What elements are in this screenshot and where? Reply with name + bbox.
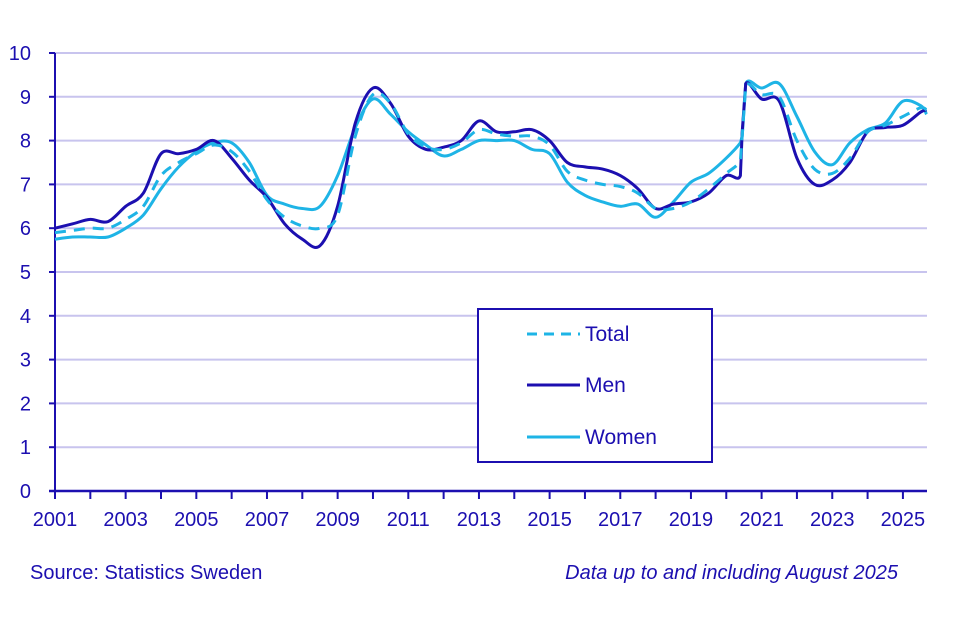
y-tick-label: 5 [20,262,31,284]
x-tick-label: 2007 [245,509,290,531]
y-tick-label: 4 [20,306,31,328]
gridlines [55,52,927,449]
x-tick-label: 2001 [33,509,78,531]
series-line-men [54,81,928,249]
x-tick-label: 2017 [598,509,643,531]
series-line-total [54,82,928,235]
x-tick-label: 2015 [527,509,572,531]
x-tick-labels: 2001 2003 2005 2007 2009 2011 2013 2015 2017 2019… [33,509,925,531]
y-tick-label: 6 [20,218,31,240]
legend-box [477,308,713,463]
x-tick-label: 2021 [739,509,784,531]
y-tick-label: 9 [20,87,31,109]
x-tick-label: 2011 [387,509,430,531]
y-tick-label: 2 [20,393,31,415]
x-tick-label: 2009 [315,509,360,531]
legend: Total Men Women [477,308,713,463]
source-note: Source: Statistics Sweden [30,562,263,584]
y-tick-label: 8 [20,131,31,153]
y-tick-label: 1 [20,437,31,459]
axes [49,52,927,499]
y-tick-label: 7 [20,174,31,196]
x-tick-label: 2005 [174,509,219,531]
y-tick-label: 10 [9,43,31,65]
legend-label-total: Total [585,323,629,346]
y-tick-labels: 0 1 2 3 4 5 6 7 8 9 10 [9,43,31,503]
series-lines [54,79,928,249]
x-tick-label: 2023 [810,509,855,531]
x-tick-label: 2013 [457,509,502,531]
y-tick-label: 3 [20,350,31,372]
data-coverage-note: Data up to and including August 2025 [565,562,898,584]
x-tick-label: 2025 [881,509,926,531]
series-line-women [54,79,928,241]
x-tick-label: 2003 [103,509,148,531]
legend-label-women: Women [585,426,657,449]
legend-label-men: Men [585,374,626,397]
y-tick-label: 0 [20,481,31,503]
x-tick-label: 2019 [669,509,714,531]
